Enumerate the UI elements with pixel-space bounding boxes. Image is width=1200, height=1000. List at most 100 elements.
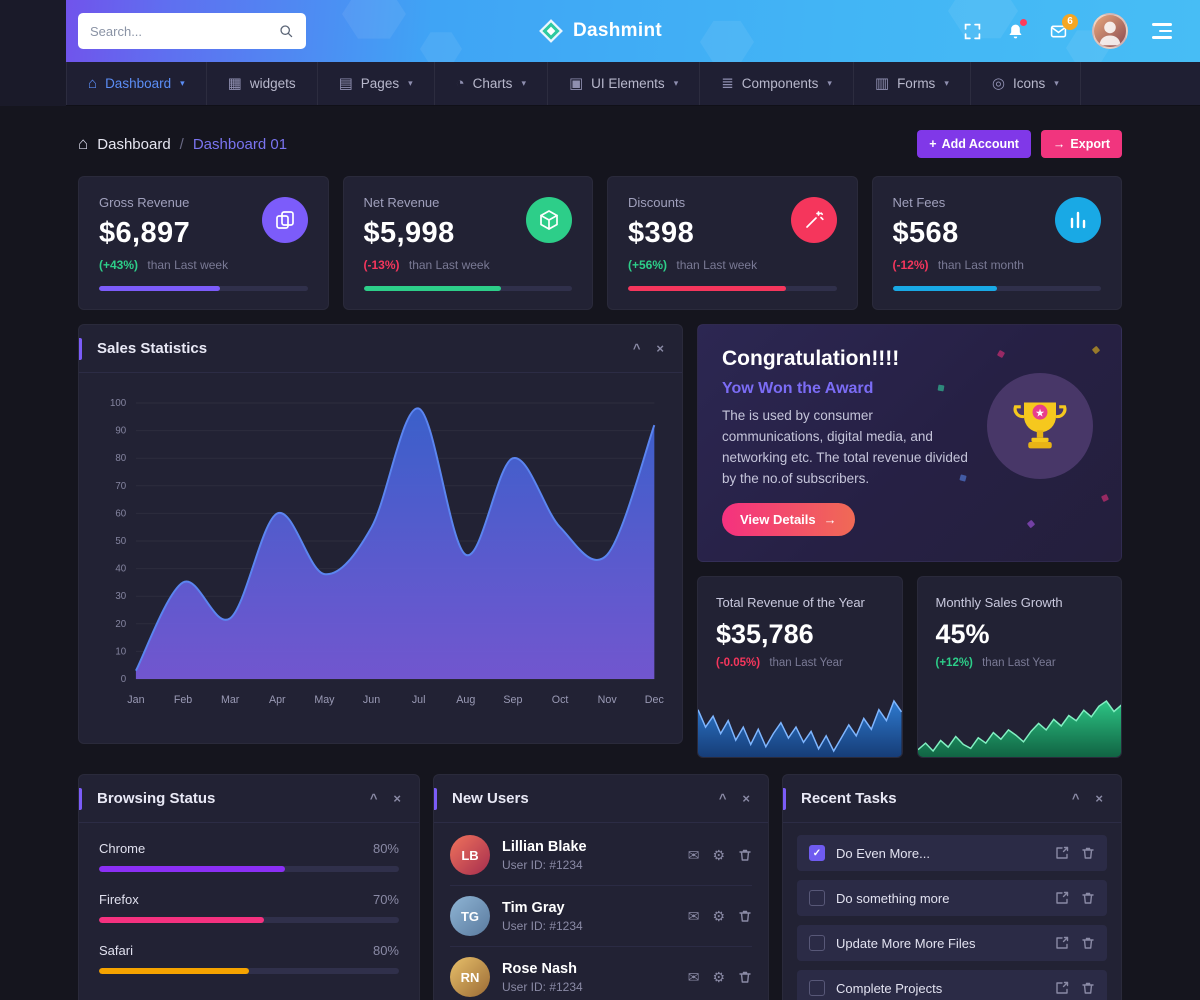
- new-users-card: New Users ^ × LB Lillian Blake User ID: …: [433, 774, 769, 1000]
- svg-text:Dec: Dec: [645, 694, 665, 706]
- delete-task-button[interactable]: [1081, 981, 1095, 995]
- revenue-period: than Last Year: [769, 657, 843, 669]
- revenue-mini-cards: Total Revenue of the Year $35,786 (-0.05…: [697, 576, 1122, 758]
- svg-text:40: 40: [115, 563, 126, 574]
- middle-row: Sales Statistics ^ × 0 10 2: [78, 324, 1122, 758]
- nav-item-forms[interactable]: ▥ Forms ▾: [854, 62, 971, 105]
- edit-task-button[interactable]: [1055, 891, 1069, 905]
- notifications-button[interactable]: [1006, 18, 1027, 41]
- add-account-button[interactable]: + Add Account: [917, 130, 1031, 158]
- sales-area-chart: 0 10 20 30 40 50 60 70 80 90 100 Jan Feb Mar Apr May Jun…: [110, 398, 665, 706]
- delete-task-button[interactable]: [1081, 846, 1095, 860]
- svg-text:Nov: Nov: [598, 694, 618, 706]
- close-button[interactable]: ×: [393, 791, 401, 806]
- brand: Dashmint: [538, 18, 662, 44]
- avatar-image: [1099, 21, 1121, 46]
- growth-sparkline-chart: [917, 699, 1121, 757]
- revenue-delta: (-0.05%): [716, 657, 761, 669]
- card-title: Recent Tasks: [801, 790, 897, 807]
- view-details-button[interactable]: View Details →: [722, 502, 855, 536]
- delete-user-button[interactable]: [738, 909, 752, 923]
- growth-value: 45%: [935, 619, 990, 649]
- svg-text:100: 100: [110, 398, 127, 409]
- delete-task-button[interactable]: [1081, 936, 1095, 950]
- task-checkbox[interactable]: [809, 845, 825, 861]
- delete-user-button[interactable]: [738, 970, 752, 984]
- export-button[interactable]: → Export: [1040, 130, 1122, 158]
- svg-text:May: May: [314, 694, 335, 706]
- add-account-label: Add Account: [941, 137, 1019, 151]
- chevron-down-icon: ▾: [827, 78, 832, 88]
- card-title: Browsing Status: [97, 790, 216, 807]
- delete-task-button[interactable]: [1081, 891, 1095, 905]
- hexagon-decoration: [420, 32, 462, 62]
- nav-item-widgets[interactable]: ▦ widgets: [207, 62, 318, 105]
- card-header: Sales Statistics ^ ×: [79, 325, 682, 373]
- svg-text:Aug: Aug: [456, 694, 475, 706]
- browser-percent: 80%: [372, 841, 399, 856]
- nav-label: Icons: [1012, 76, 1046, 91]
- nav-item-pages[interactable]: ▤ Pages ▾: [318, 62, 435, 105]
- settings-user-button[interactable]: ⚙: [712, 846, 725, 863]
- close-button[interactable]: ×: [656, 341, 664, 356]
- close-button[interactable]: ×: [742, 791, 750, 806]
- trophy-illustration: ★: [987, 373, 1093, 479]
- stat-value: $5,998: [363, 217, 455, 249]
- svg-text:Apr: Apr: [269, 694, 286, 706]
- nav-label: Forms: [897, 76, 936, 91]
- edit-task-button[interactable]: [1055, 936, 1069, 950]
- svg-text:0: 0: [121, 674, 127, 685]
- task-checkbox[interactable]: [809, 980, 825, 996]
- collapse-button[interactable]: ^: [369, 791, 378, 806]
- stat-progress: [892, 286, 1101, 291]
- svg-text:Oct: Oct: [552, 694, 569, 706]
- nav-item-charts[interactable]: ◔ Charts ▾: [435, 62, 548, 105]
- nav-item-ui-elements[interactable]: ▣ UI Elements ▾: [548, 62, 701, 105]
- nav-item-dashboard[interactable]: ⌂ Dashboard ▾: [66, 62, 207, 105]
- stat-delta: (+56%): [628, 258, 668, 272]
- stat-value: $6,897: [99, 217, 191, 249]
- menu-toggle-button[interactable]: [1152, 23, 1172, 39]
- page-actions: + Add Account → Export: [917, 130, 1122, 158]
- stat-period: than Last month: [937, 258, 1024, 272]
- mail-user-button[interactable]: ✉: [687, 907, 700, 924]
- copy-icon: [261, 197, 308, 243]
- settings-user-button[interactable]: ⚙: [712, 968, 725, 985]
- collapse-button[interactable]: ^: [632, 341, 641, 356]
- stat-period: than Last week: [676, 258, 758, 272]
- task-checkbox[interactable]: [809, 890, 825, 906]
- settings-user-button[interactable]: ⚙: [712, 907, 725, 924]
- collapse-button[interactable]: ^: [718, 791, 727, 806]
- recent-tasks-card: Recent Tasks ^ × Do Even More...: [782, 774, 1122, 1000]
- home-icon[interactable]: ⌂: [78, 134, 89, 153]
- stat-delta: (+43%): [99, 258, 139, 272]
- stat-title: Net Revenue: [363, 195, 440, 210]
- breadcrumb-dashboard[interactable]: Dashboard: [97, 135, 171, 153]
- mail-user-button[interactable]: ✉: [687, 968, 700, 985]
- stat-progress: [363, 286, 572, 291]
- confetti-decoration: [937, 384, 945, 392]
- svg-text:90: 90: [115, 425, 126, 436]
- edit-task-button[interactable]: [1055, 846, 1069, 860]
- search-box[interactable]: [78, 13, 306, 49]
- fullscreen-button[interactable]: [963, 22, 982, 41]
- messages-button[interactable]: 6: [1049, 13, 1078, 41]
- nav-label: Pages: [360, 76, 400, 91]
- browser-row-firefox: Firefox 70%: [99, 892, 399, 923]
- delete-user-button[interactable]: [738, 848, 752, 862]
- search-input[interactable]: [90, 23, 278, 39]
- close-button[interactable]: ×: [1095, 791, 1103, 806]
- sales-statistics-card: Sales Statistics ^ × 0 10 2: [78, 324, 683, 744]
- collapse-button[interactable]: ^: [1071, 791, 1080, 806]
- avatar: TG: [450, 896, 490, 936]
- task-checkbox[interactable]: [809, 935, 825, 951]
- nav-item-icons[interactable]: ◎ Icons ▾: [971, 62, 1081, 105]
- nav-item-components[interactable]: ≣ Components ▾: [700, 62, 854, 105]
- user-avatar[interactable]: [1092, 13, 1128, 49]
- search-icon[interactable]: [278, 23, 294, 39]
- edit-task-button[interactable]: [1055, 981, 1069, 995]
- task-row: Do Even More...: [797, 835, 1107, 871]
- browser-name: Safari: [99, 943, 133, 958]
- mail-user-button[interactable]: ✉: [687, 846, 700, 863]
